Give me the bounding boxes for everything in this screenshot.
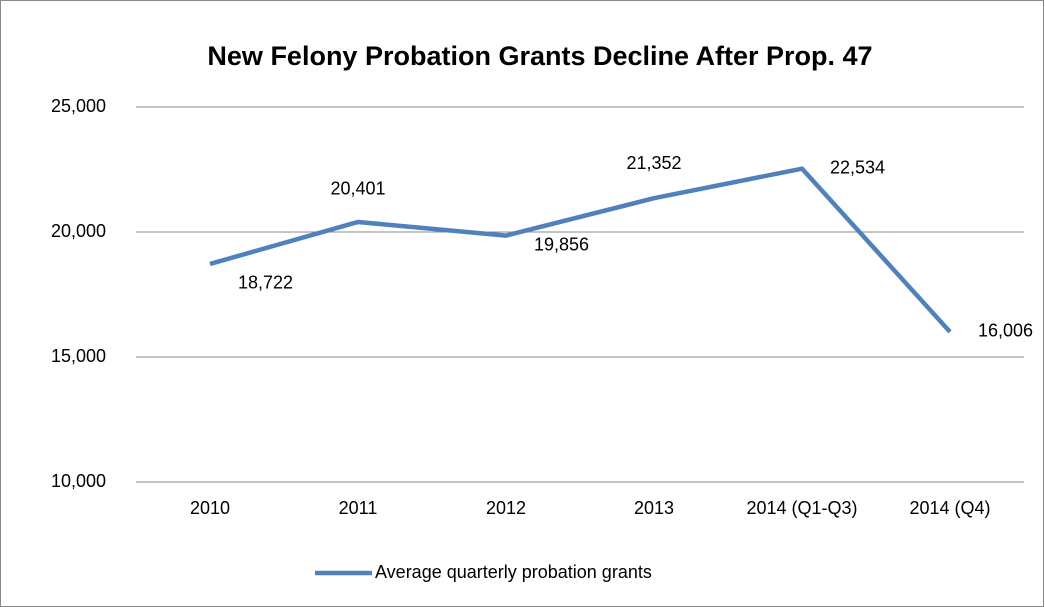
data-label: 16,006 [978, 321, 1033, 341]
data-label: 22,534 [830, 157, 885, 177]
y-tick-label: 20,000 [51, 221, 106, 241]
y-tick-label: 10,000 [51, 471, 106, 491]
y-tick-label: 15,000 [51, 346, 106, 366]
data-label: 20,401 [330, 179, 385, 199]
chart-title: New Felony Probation Grants Decline Afte… [207, 41, 872, 71]
y-tick-label: 25,000 [51, 96, 106, 116]
data-label: 18,722 [238, 273, 293, 293]
x-tick-label: 2011 [339, 498, 378, 518]
x-tick-label: 2010 [190, 498, 230, 518]
legend-label: Average quarterly probation grants [375, 562, 652, 582]
data-label: 19,856 [534, 234, 589, 254]
data-label: 21,352 [626, 153, 681, 173]
series-line [209, 166, 952, 334]
x-tick-label: 2014 (Q1-Q3) [746, 498, 857, 518]
x-tick-label: 2012 [486, 498, 526, 518]
x-tick-label: 2014 (Q4) [909, 498, 990, 518]
x-tick-label: 2013 [634, 498, 674, 518]
